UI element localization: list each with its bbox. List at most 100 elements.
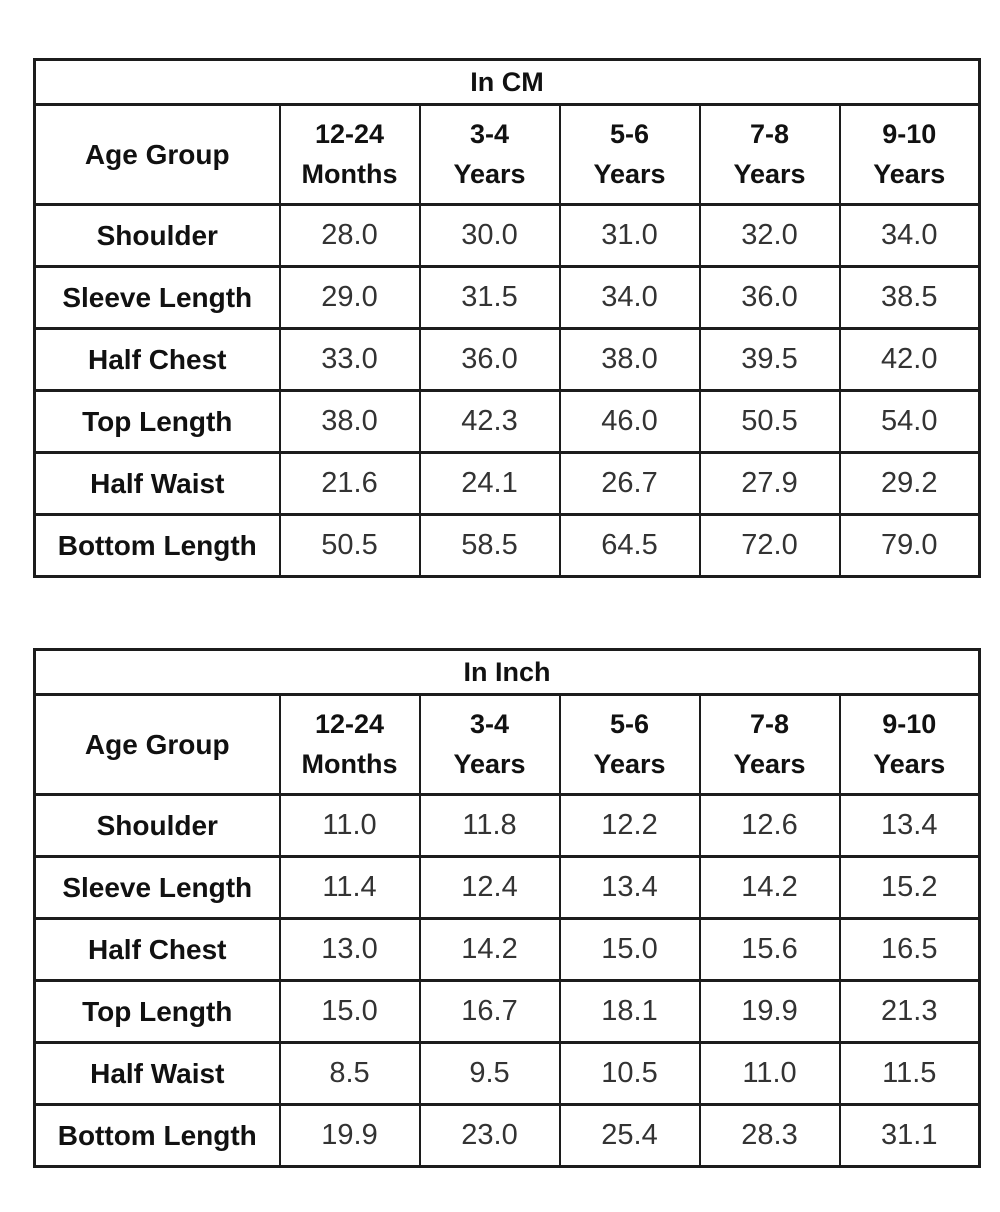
table-row: Shoulder 28.0 30.0 31.0 32.0 34.0 — [33, 203, 981, 268]
value-cell: 23.0 — [418, 1103, 561, 1168]
value-cell: 13.4 — [838, 793, 981, 858]
column-header: 9-10 Years — [838, 693, 981, 796]
value-cell: 29.2 — [838, 451, 981, 516]
table-row: Top Length 38.0 42.3 46.0 50.5 54.0 — [33, 389, 981, 454]
size-chart-cm-table: In CM Age Group 12-24 Months 3-4 Years 5-6 Y… — [33, 58, 981, 578]
table-title-row: In CM — [33, 58, 981, 106]
table-row: Top Length 15.0 16.7 18.1 19.9 21.3 — [33, 979, 981, 1044]
column-header: 12-24 Months — [278, 103, 421, 206]
row-header: Half Chest — [33, 917, 281, 982]
value-cell: 11.0 — [698, 1041, 841, 1106]
value-cell: 26.7 — [558, 451, 701, 516]
value-cell: 12.2 — [558, 793, 701, 858]
value-cell: 50.5 — [698, 389, 841, 454]
value-cell: 79.0 — [838, 513, 981, 578]
value-cell: 42.0 — [838, 327, 981, 392]
value-cell: 19.9 — [278, 1103, 421, 1168]
value-cell: 15.0 — [278, 979, 421, 1044]
size-chart-inch-table: In Inch Age Group 12-24 Months 3-4 Years 5-6… — [33, 648, 981, 1168]
column-header: 12-24 Months — [278, 693, 421, 796]
value-cell: 12.4 — [418, 855, 561, 920]
table-row: Sleeve Length 29.0 31.5 34.0 36.0 38.5 — [33, 265, 981, 330]
row-header: Bottom Length — [33, 1103, 281, 1168]
row-header: Top Length — [33, 389, 281, 454]
column-header: 3-4 Years — [418, 103, 561, 206]
value-cell: 38.5 — [838, 265, 981, 330]
value-cell: 9.5 — [418, 1041, 561, 1106]
row-header: Bottom Length — [33, 513, 281, 578]
value-cell: 15.2 — [838, 855, 981, 920]
table-row: Sleeve Length 11.4 12.4 13.4 14.2 15.2 — [33, 855, 981, 920]
value-cell: 11.0 — [278, 793, 421, 858]
value-cell: 50.5 — [278, 513, 421, 578]
table-row: Half Waist 8.5 9.5 10.5 11.0 11.5 — [33, 1041, 981, 1106]
value-cell: 34.0 — [838, 203, 981, 268]
table-row: Shoulder 11.0 11.8 12.2 12.6 13.4 — [33, 793, 981, 858]
value-cell: 11.8 — [418, 793, 561, 858]
value-cell: 14.2 — [698, 855, 841, 920]
row-header: Half Waist — [33, 1041, 281, 1106]
row-header: Half Chest — [33, 327, 281, 392]
value-cell: 30.0 — [418, 203, 561, 268]
value-cell: 16.7 — [418, 979, 561, 1044]
value-cell: 28.3 — [698, 1103, 841, 1168]
value-cell: 25.4 — [558, 1103, 701, 1168]
value-cell: 12.6 — [698, 793, 841, 858]
table-title-row: In Inch — [33, 648, 981, 696]
value-cell: 28.0 — [278, 203, 421, 268]
table-title: In Inch — [33, 648, 981, 696]
row-header: Sleeve Length — [33, 855, 281, 920]
value-cell: 21.3 — [838, 979, 981, 1044]
value-cell: 18.1 — [558, 979, 701, 1044]
value-cell: 34.0 — [558, 265, 701, 330]
value-cell: 46.0 — [558, 389, 701, 454]
row-header: Shoulder — [33, 203, 281, 268]
value-cell: 13.4 — [558, 855, 701, 920]
value-cell: 15.0 — [558, 917, 701, 982]
value-cell: 10.5 — [558, 1041, 701, 1106]
corner-header-age-group: Age Group — [33, 103, 281, 206]
column-header: 3-4 Years — [418, 693, 561, 796]
value-cell: 29.0 — [278, 265, 421, 330]
value-cell: 38.0 — [558, 327, 701, 392]
table-row: Bottom Length 19.9 23.0 25.4 28.3 31.1 — [33, 1103, 981, 1168]
value-cell: 31.1 — [838, 1103, 981, 1168]
column-header-row: Age Group 12-24 Months 3-4 Years 5-6 Years 7… — [33, 693, 981, 796]
value-cell: 32.0 — [698, 203, 841, 268]
table-row: Half Chest 33.0 36.0 38.0 39.5 42.0 — [33, 327, 981, 392]
value-cell: 15.6 — [698, 917, 841, 982]
value-cell: 36.0 — [418, 327, 561, 392]
row-header: Half Waist — [33, 451, 281, 516]
value-cell: 21.6 — [278, 451, 421, 516]
row-header: Top Length — [33, 979, 281, 1044]
corner-header-age-group: Age Group — [33, 693, 281, 796]
value-cell: 42.3 — [418, 389, 561, 454]
column-header: 7-8 Years — [698, 693, 841, 796]
value-cell: 24.1 — [418, 451, 561, 516]
value-cell: 11.5 — [838, 1041, 981, 1106]
value-cell: 58.5 — [418, 513, 561, 578]
row-header: Shoulder — [33, 793, 281, 858]
value-cell: 27.9 — [698, 451, 841, 516]
column-header: 7-8 Years — [698, 103, 841, 206]
size-chart-cm-section: In CM Age Group 12-24 Months 3-4 Years 5-6 Y… — [33, 58, 981, 578]
value-cell: 36.0 — [698, 265, 841, 330]
column-header: 9-10 Years — [838, 103, 981, 206]
table-row: Bottom Length 50.5 58.5 64.5 72.0 79.0 — [33, 513, 981, 578]
value-cell: 54.0 — [838, 389, 981, 454]
table-title: In CM — [33, 58, 981, 106]
value-cell: 13.0 — [278, 917, 421, 982]
value-cell: 11.4 — [278, 855, 421, 920]
value-cell: 8.5 — [278, 1041, 421, 1106]
column-header: 5-6 Years — [558, 103, 701, 206]
column-header: 5-6 Years — [558, 693, 701, 796]
value-cell: 72.0 — [698, 513, 841, 578]
value-cell: 39.5 — [698, 327, 841, 392]
value-cell: 14.2 — [418, 917, 561, 982]
table-row: Half Chest 13.0 14.2 15.0 15.6 16.5 — [33, 917, 981, 982]
row-header: Sleeve Length — [33, 265, 281, 330]
value-cell: 31.5 — [418, 265, 561, 330]
value-cell: 33.0 — [278, 327, 421, 392]
table-row: Half Waist 21.6 24.1 26.7 27.9 29.2 — [33, 451, 981, 516]
